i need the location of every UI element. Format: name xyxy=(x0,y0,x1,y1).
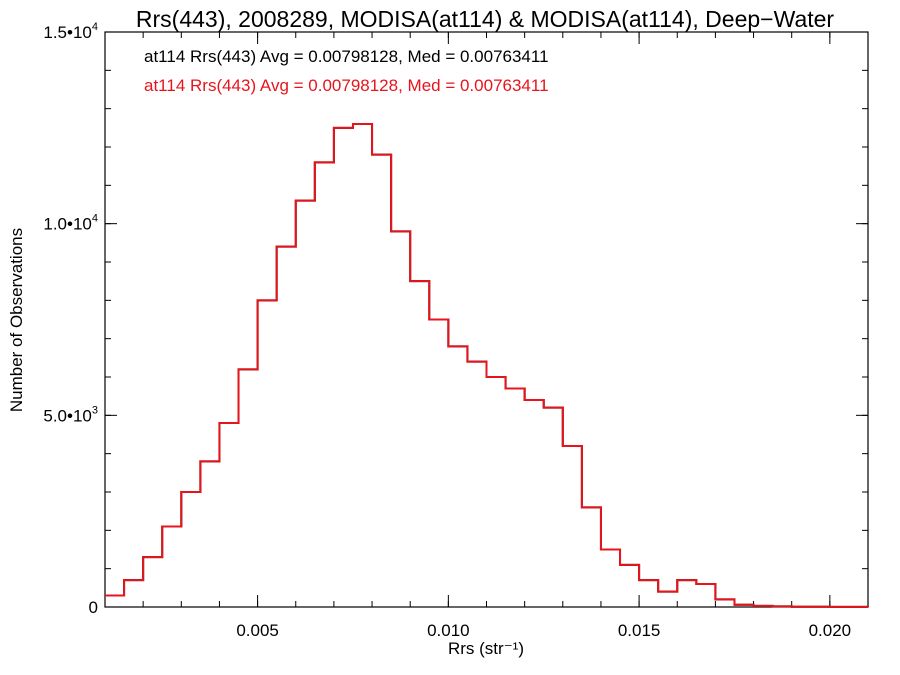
x-axis-label: Rrs (str⁻¹) xyxy=(448,639,524,658)
annotation-red: at114 Rrs(443) Avg = 0.00798128, Med = 0… xyxy=(144,76,549,95)
x-tick-label: 0.010 xyxy=(427,621,470,640)
x-tick-label: 0.020 xyxy=(809,621,852,640)
x-tick-label: 0.005 xyxy=(236,621,279,640)
annotation-black: at114 Rrs(443) Avg = 0.00798128, Med = 0… xyxy=(144,47,549,66)
y-axis-label: Number of Observations xyxy=(7,228,26,412)
y-tick-label: 1.0•104 xyxy=(43,213,98,234)
y-tick-label: 0 xyxy=(89,598,98,617)
plot-frame xyxy=(104,31,869,608)
y-axis-ticks: 0 5.0•103 1.0•104 1.5•104 xyxy=(43,21,868,617)
series-red-line xyxy=(105,123,869,608)
y-tick-label: 5.0•103 xyxy=(43,404,98,425)
x-axis-ticks: 0.005 0.010 0.015 0.020 xyxy=(104,32,869,640)
x-tick-label: 0.015 xyxy=(618,621,661,640)
chart-title: Rrs(443), 2008289, MODISA(at114) & MODIS… xyxy=(136,6,835,32)
y-tick-label: 1.5•104 xyxy=(43,21,98,42)
